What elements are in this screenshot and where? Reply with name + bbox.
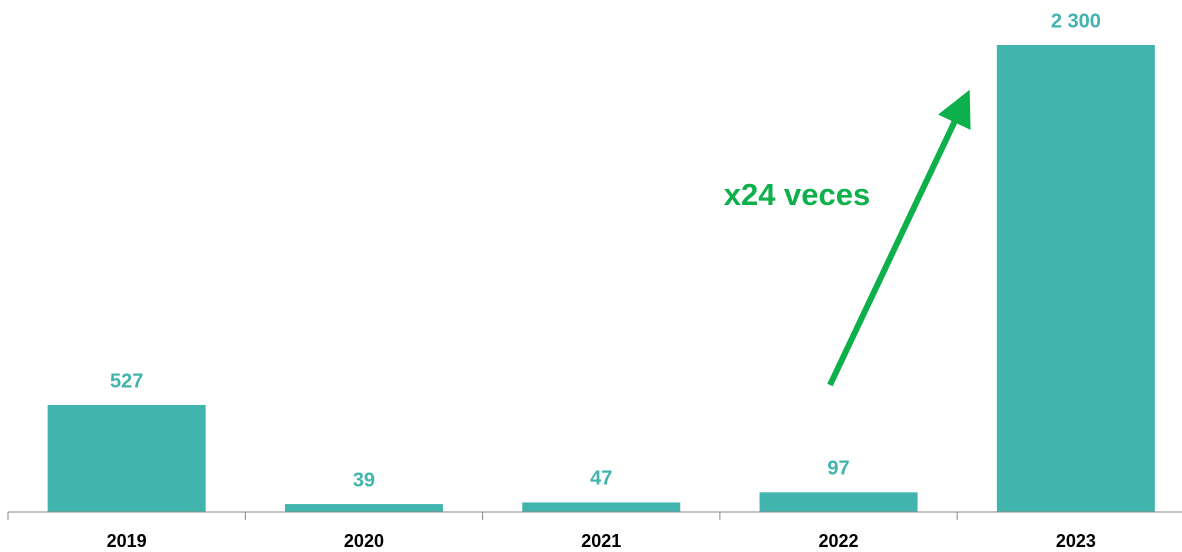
bar	[759, 492, 918, 512]
annotation-arrow	[827, 89, 971, 387]
annotation: x24 veces	[724, 177, 871, 212]
bar	[47, 404, 206, 512]
value-label: 39	[353, 469, 375, 491]
x-tick-label: 2020	[344, 531, 384, 551]
value-label: 47	[590, 468, 612, 490]
x-tick-label: 2023	[1056, 531, 1096, 551]
value-label: 527	[110, 370, 143, 392]
value-label: 97	[827, 458, 849, 480]
x-tick-label: 2022	[819, 531, 859, 551]
bar	[522, 502, 681, 512]
value-label: 2 300	[1051, 10, 1101, 32]
bar	[996, 45, 1155, 512]
bar	[284, 504, 443, 512]
x-tick-label: 2021	[581, 531, 621, 551]
x-tick-label: 2019	[107, 531, 147, 551]
